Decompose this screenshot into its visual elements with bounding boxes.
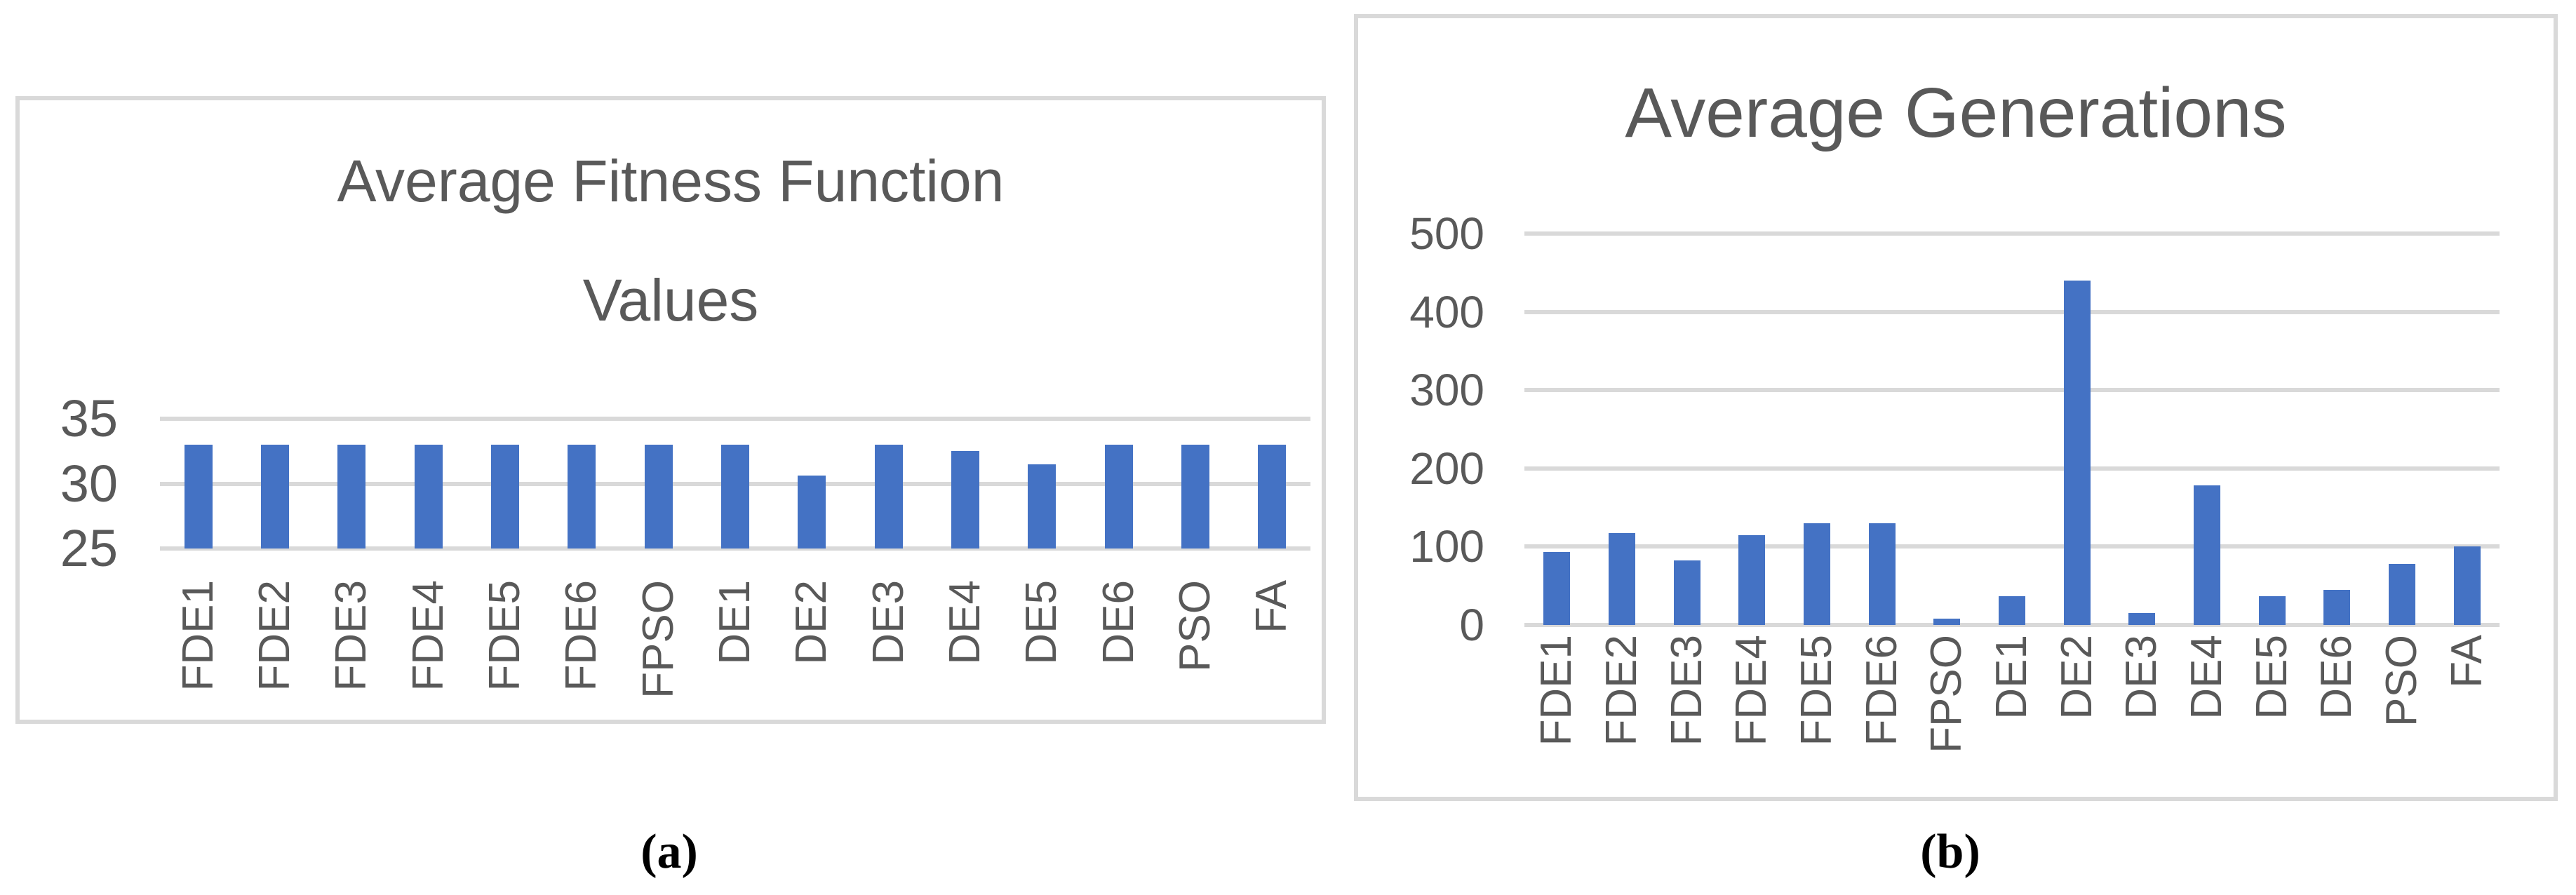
x-axis-label-DE2: DE2	[2052, 635, 2101, 720]
bar-DE2	[798, 476, 826, 549]
chart-a-title-line-2: Values	[582, 267, 759, 333]
bar-FDE3	[337, 445, 366, 549]
x-axis-label-FDE2: FDE2	[1597, 635, 1646, 746]
x-axis-label-FDE1: FDE1	[1532, 635, 1581, 746]
bar-FDE1	[184, 445, 213, 549]
x-axis-label-FDE6: FDE6	[1857, 635, 1906, 746]
y-axis-tick-label: 300	[1409, 365, 1484, 416]
y-axis-tick-label: 25	[60, 519, 118, 577]
chart-b-title: Average Generations	[1358, 53, 2554, 173]
y-axis-tick-label: 200	[1409, 443, 1484, 494]
y-axis-tick-label: 100	[1409, 521, 1484, 572]
gridline-y-100	[1524, 544, 2500, 549]
x-axis-label-DE1: DE1	[1987, 635, 2036, 720]
bar-DE3	[2128, 613, 2156, 625]
x-axis-label-PSO: PSO	[2377, 635, 2426, 727]
y-axis-tick-label: 30	[60, 454, 118, 513]
chart-b-plot-area: 500 400 300 200 100 0 FDE1 FDE2 FDE3 FDE4 FDE5 FDE6…	[1358, 18, 2554, 797]
bar-DE1	[721, 445, 749, 549]
x-axis-label-FDE4: FDE4	[403, 580, 452, 692]
x-axis-label-DE5: DE5	[1017, 580, 1066, 665]
gridline-y-25	[160, 546, 1310, 551]
gridline-y-0	[1524, 623, 2500, 627]
gridline-y-400	[1524, 309, 2500, 314]
subfigure-label-b: (b)	[1920, 825, 1980, 879]
x-axis-label-DE3: DE3	[864, 580, 913, 665]
bar-DE6	[2323, 589, 2351, 625]
bar-FPSO	[1933, 619, 1961, 625]
x-axis-label-DE1: DE1	[711, 580, 759, 665]
bar-DE6	[1104, 445, 1133, 549]
x-axis-label-DE2: DE2	[787, 580, 836, 665]
x-axis-label-FDE3: FDE3	[1662, 635, 1711, 746]
x-axis-label-DE6: DE6	[1094, 580, 1143, 665]
bar-DE4	[951, 451, 979, 549]
y-axis-tick-label: 0	[1459, 600, 1484, 650]
bar-FDE5	[1804, 523, 1830, 625]
bar-FDE3	[1673, 560, 1700, 625]
x-axis-label-DE3: DE3	[2117, 635, 2166, 720]
chart-b-title-line-1: Average Generations	[1625, 74, 2287, 152]
x-axis-label-DE4: DE4	[941, 580, 989, 665]
bar-DE2	[2063, 280, 2091, 625]
x-axis-label-DE6: DE6	[2312, 635, 2361, 720]
chart-a-title-line-1: Average Fitness Function	[337, 148, 1005, 214]
bar-DE1	[1999, 595, 2025, 625]
x-axis-label-FDE4: FDE4	[1727, 635, 1776, 746]
bar-DE5	[2258, 595, 2286, 625]
bar-FPSO	[644, 445, 673, 549]
bar-DE4	[2194, 485, 2220, 625]
bar-DE5	[1028, 464, 1056, 549]
x-axis-label-FPSO: FPSO	[633, 580, 683, 699]
bar-FDE4	[414, 445, 443, 549]
gridline-y-500	[1524, 231, 2500, 236]
bar-FDE6	[1868, 523, 1896, 625]
x-axis-label-FDE5: FDE5	[481, 580, 529, 692]
bar-FDE5	[491, 445, 519, 549]
y-axis-tick-label: 500	[1409, 208, 1484, 259]
bar-FDE4	[1738, 534, 1766, 625]
bar-FDE2	[261, 445, 289, 549]
x-axis-label-FA: FA	[2442, 635, 2491, 688]
bar-FA	[1258, 445, 1287, 549]
x-axis-label-FDE1: FDE1	[173, 580, 222, 692]
bar-PSO	[1181, 445, 1209, 549]
x-axis-label-DE5: DE5	[2247, 635, 2296, 720]
x-axis-label-FDE3: FDE3	[327, 580, 376, 692]
bar-PSO	[2389, 563, 2415, 625]
x-axis-label-FDE5: FDE5	[1792, 635, 1841, 746]
gridline-y-300	[1524, 388, 2500, 393]
x-axis-label-PSO: PSO	[1171, 580, 1219, 672]
bar-FDE6	[568, 445, 596, 549]
subfigure-label-a: (a)	[640, 825, 698, 879]
chart-a-title: Average Fitness Function Values	[20, 121, 1322, 360]
y-axis-tick-label: 400	[1409, 286, 1484, 337]
x-axis-label-FDE6: FDE6	[557, 580, 606, 692]
bar-FDE1	[1543, 552, 1571, 625]
y-axis-tick-label: 35	[60, 389, 118, 448]
x-axis-label-FA: FA	[1247, 580, 1296, 633]
gridline-y-200	[1524, 466, 2500, 471]
bar-DE3	[874, 445, 903, 549]
x-axis-label-FPSO: FPSO	[1922, 635, 1971, 753]
x-axis-label-FDE2: FDE2	[250, 580, 299, 692]
bar-FA	[2453, 546, 2481, 625]
gridline-y-35	[160, 417, 1310, 421]
bar-FDE2	[1609, 533, 1635, 625]
chart-panel-a: Average Fitness Function Values 35 30 25 FD…	[15, 96, 1326, 724]
chart-panel-b: Average Generations 500 400 300 200 100 0 FDE1…	[1354, 14, 2558, 801]
chart-a-plot-area: 35 30 25 FDE1 FDE2 FDE3 FDE4 FDE5 FDE6 FPSO DE1 DE2…	[20, 100, 1322, 720]
x-axis-label-DE4: DE4	[2182, 635, 2231, 720]
